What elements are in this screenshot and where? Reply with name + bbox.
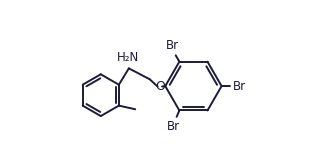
Text: O: O — [155, 80, 165, 93]
Text: Br: Br — [233, 80, 246, 93]
Text: H₂N: H₂N — [117, 51, 139, 64]
Text: Br: Br — [167, 120, 179, 134]
Text: Br: Br — [166, 39, 179, 52]
